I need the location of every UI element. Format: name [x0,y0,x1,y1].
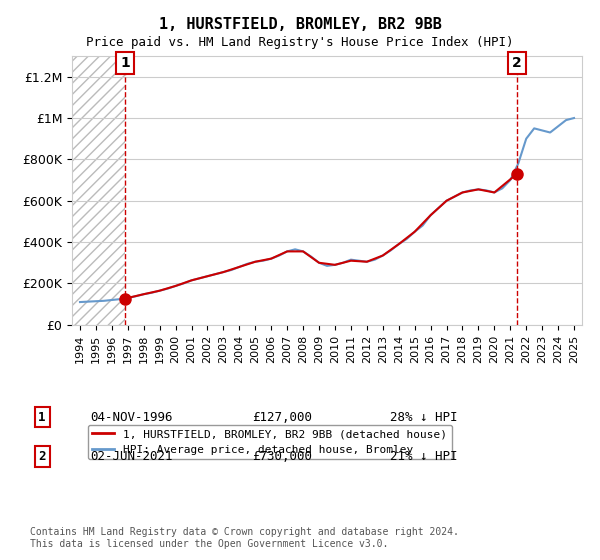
Text: 2: 2 [512,56,522,70]
Text: 2: 2 [38,450,46,463]
Text: Price paid vs. HM Land Registry's House Price Index (HPI): Price paid vs. HM Land Registry's House … [86,36,514,49]
Text: Contains HM Land Registry data © Crown copyright and database right 2024.
This d: Contains HM Land Registry data © Crown c… [30,527,459,549]
Text: 04-NOV-1996: 04-NOV-1996 [90,410,173,424]
Text: 1: 1 [38,410,46,424]
Text: 28% ↓ HPI: 28% ↓ HPI [390,410,458,424]
Text: 1: 1 [121,56,130,70]
Bar [72,56,125,325]
Text: 02-JUN-2021: 02-JUN-2021 [90,450,173,463]
Text: £730,000: £730,000 [252,450,312,463]
Text: £127,000: £127,000 [252,410,312,424]
Text: 21% ↓ HPI: 21% ↓ HPI [390,450,458,463]
Legend: 1, HURSTFIELD, BROMLEY, BR2 9BB (detached house), HPI: Average price, detached h: 1, HURSTFIELD, BROMLEY, BR2 9BB (detache… [88,424,452,459]
Text: 1, HURSTFIELD, BROMLEY, BR2 9BB: 1, HURSTFIELD, BROMLEY, BR2 9BB [158,17,442,32]
